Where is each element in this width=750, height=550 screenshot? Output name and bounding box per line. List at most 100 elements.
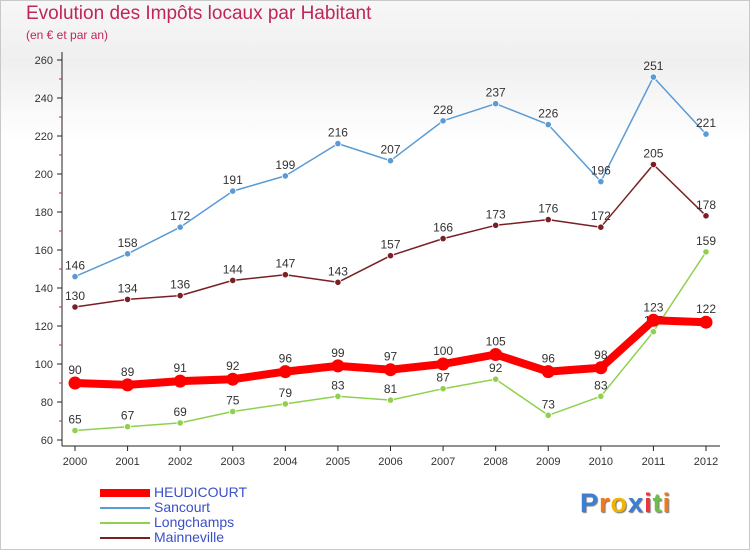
legend-label: Longchamps [154, 514, 235, 530]
data-label: 172 [591, 209, 611, 223]
x-tick-label: 2010 [589, 456, 613, 468]
x-tick-label: 2002 [168, 456, 192, 468]
data-label: 159 [696, 234, 716, 248]
data-point [594, 361, 608, 375]
data-label: 92 [226, 359, 240, 373]
x-tick-label: 2001 [115, 456, 139, 468]
data-label: 123 [643, 300, 663, 314]
legend-swatch-longchamps [100, 522, 150, 524]
data-label: 99 [331, 346, 345, 360]
data-label: 147 [275, 257, 295, 271]
data-label: 173 [486, 207, 506, 221]
data-point [123, 250, 132, 258]
x-tick-label: 2004 [273, 456, 297, 468]
data-point [121, 378, 135, 392]
x-tick-label: 2003 [221, 456, 245, 468]
data-label: 134 [118, 281, 138, 295]
data-point [281, 400, 289, 408]
data-label: 196 [591, 164, 611, 178]
data-point [646, 313, 660, 327]
data-label: 207 [380, 143, 400, 157]
data-point [229, 407, 237, 416]
data-point [386, 396, 395, 404]
data-point [229, 276, 237, 284]
y-tick-label: 160 [35, 245, 53, 257]
data-label: 83 [331, 378, 345, 392]
data-label: 228 [433, 103, 453, 117]
data-point [649, 73, 658, 81]
proxiti-logo: Proxiti [580, 488, 671, 519]
data-label: 105 [486, 335, 506, 349]
data-point [386, 157, 395, 165]
y-tick-label: 60 [41, 435, 53, 447]
data-label: 90 [68, 363, 82, 377]
y-tick-label: 140 [35, 283, 53, 295]
data-label: 98 [594, 348, 608, 362]
data-point [71, 303, 79, 311]
y-tick-label: 100 [35, 359, 53, 371]
chart-subtitle: (en € et par an) [26, 28, 109, 42]
data-point [544, 121, 552, 129]
data-point [489, 348, 503, 361]
legend-label: Sancourt [154, 499, 211, 515]
logo-letter: o [610, 488, 629, 518]
data-point [541, 365, 555, 379]
data-point [278, 365, 292, 379]
data-label: 146 [65, 259, 85, 273]
data-point [492, 221, 500, 229]
data-label: 172 [170, 209, 190, 223]
logo-letter: P [580, 488, 600, 518]
data-label: 92 [489, 361, 503, 375]
data-point [334, 278, 342, 286]
data-point [597, 178, 605, 186]
data-label: 67 [121, 409, 135, 423]
data-point [702, 248, 710, 256]
legend-label: Mainneville [154, 529, 225, 545]
data-point [386, 252, 395, 260]
data-label: 166 [433, 221, 453, 235]
data-point [334, 140, 342, 148]
data-point [649, 328, 658, 336]
x-tick-label: 2011 [642, 456, 666, 468]
data-label: 96 [542, 352, 556, 366]
data-point [492, 100, 500, 108]
data-point [281, 271, 289, 279]
data-point [439, 385, 447, 393]
data-label: 251 [643, 59, 663, 73]
logo-letter: x [628, 488, 645, 518]
data-label: 87 [436, 371, 450, 385]
data-point [281, 172, 289, 180]
data-point [71, 272, 79, 281]
data-point [334, 392, 342, 400]
data-label: 81 [384, 382, 398, 396]
data-point [331, 359, 345, 373]
data-point [68, 376, 82, 390]
data-label: 176 [538, 202, 558, 216]
data-label: 158 [118, 236, 138, 250]
data-label: 205 [643, 147, 663, 161]
data-point [176, 419, 184, 427]
data-point [702, 130, 710, 138]
x-tick-label: 2009 [536, 456, 560, 468]
y-tick-label: 180 [35, 207, 53, 219]
legend-label: HEUDICOURT [154, 484, 248, 500]
data-point [384, 363, 397, 377]
data-point [229, 187, 237, 195]
data-label: 83 [594, 378, 608, 392]
data-label: 136 [170, 278, 190, 292]
logo-letter: i [644, 488, 653, 518]
data-point [176, 291, 184, 300]
data-point [226, 372, 240, 386]
legend-swatch-mainneville [100, 537, 150, 539]
data-point [123, 423, 132, 431]
data-point [123, 295, 132, 303]
data-label: 89 [121, 365, 135, 379]
data-point [492, 375, 500, 383]
data-point [71, 426, 79, 435]
data-point [597, 392, 605, 400]
data-label: 96 [279, 352, 293, 366]
x-tick-label: 2005 [326, 456, 350, 468]
y-tick-label: 120 [35, 321, 53, 333]
